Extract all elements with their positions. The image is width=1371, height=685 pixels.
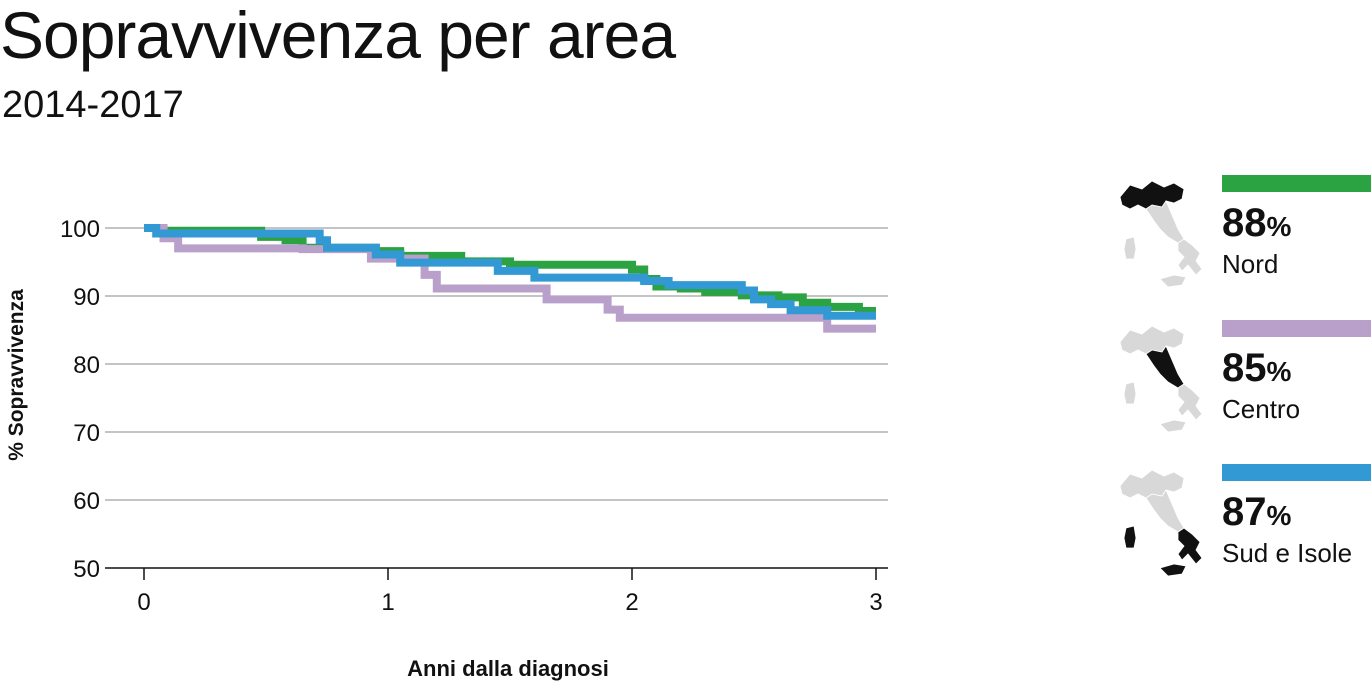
- legend-percentage-symbol: %: [1266, 211, 1292, 242]
- italy-map-icon: [1119, 180, 1203, 288]
- legend-item-nord: 88% Nord: [1112, 175, 1371, 305]
- x-tick-label-0: 0: [137, 589, 150, 616]
- page-subtitle: 2014-2017: [2, 84, 184, 126]
- map-region-north: [1119, 469, 1185, 499]
- legend-label: Sud e Isole: [1222, 538, 1353, 568]
- y-tick-label-60: 60: [73, 488, 100, 515]
- legend-item-sud-e-isole: 87% Sud e Isole: [1112, 464, 1371, 594]
- legend-color-bar: [1222, 464, 1371, 481]
- map-region-south: [1177, 527, 1203, 565]
- map-region-south: [1177, 238, 1203, 276]
- legend-color-bar: [1222, 175, 1371, 192]
- map-region-sicily: [1159, 274, 1187, 288]
- legend-item-centro: 85% Centro: [1112, 320, 1371, 450]
- italy-map-icon: [1119, 325, 1203, 433]
- map-region-sardinia: [1123, 381, 1137, 405]
- legend-percentage: 87%: [1222, 492, 1291, 532]
- legend-percentage-value: 87: [1222, 490, 1267, 534]
- italy-map-icon: [1119, 469, 1203, 577]
- y-axis-label: % Sopravvivenza: [5, 289, 28, 461]
- series-line-sud-e-isole: [144, 224, 876, 320]
- map-region-south: [1177, 383, 1203, 421]
- map-region-sardinia: [1123, 236, 1137, 260]
- map-region-north: [1119, 180, 1185, 210]
- page-title: Sopravvivenza per area: [0, 0, 676, 72]
- legend-percentage: 85%: [1222, 348, 1291, 388]
- x-axis-label: Anni dalla diagnosi: [407, 656, 609, 681]
- x-axis: 0 1 2 3: [105, 567, 888, 616]
- y-tick-label-50: 50: [73, 556, 100, 583]
- legend-percentage-value: 88: [1222, 201, 1267, 245]
- series-line-nord: [144, 224, 876, 315]
- legend-label: Centro: [1222, 394, 1301, 424]
- map-region-sicily: [1159, 419, 1187, 433]
- legend-color-bar: [1222, 320, 1371, 337]
- legend-label: Nord: [1222, 249, 1279, 279]
- legend-percentage-symbol: %: [1266, 500, 1292, 531]
- map-region-center: [1145, 345, 1185, 389]
- x-tick-label-3: 3: [869, 589, 882, 616]
- y-tick-label-100: 100: [60, 216, 100, 243]
- legend-percentage-value: 85: [1222, 346, 1267, 390]
- map-region-north: [1119, 325, 1185, 355]
- y-tick-label-70: 70: [73, 420, 100, 447]
- y-tick-label-80: 80: [73, 352, 100, 379]
- y-tick-label-90: 90: [73, 284, 100, 311]
- legend-percentage: 88%: [1222, 203, 1291, 243]
- x-tick-label-2: 2: [625, 589, 638, 616]
- y-tick-labels: 100 90 80 70 60 50: [60, 216, 100, 583]
- x-tick-label-1: 1: [381, 589, 394, 616]
- series-lines: [144, 224, 876, 333]
- map-region-center: [1145, 200, 1185, 244]
- map-region-center: [1145, 489, 1185, 533]
- series-line-centro: [144, 224, 876, 333]
- map-region-sicily: [1159, 563, 1187, 577]
- legend-percentage-symbol: %: [1266, 356, 1292, 387]
- survival-chart: 100 90 80 70 60 50 0 1 2 3 Anni dalla diagnosi %…: [5, 216, 888, 681]
- map-region-sardinia: [1123, 525, 1137, 549]
